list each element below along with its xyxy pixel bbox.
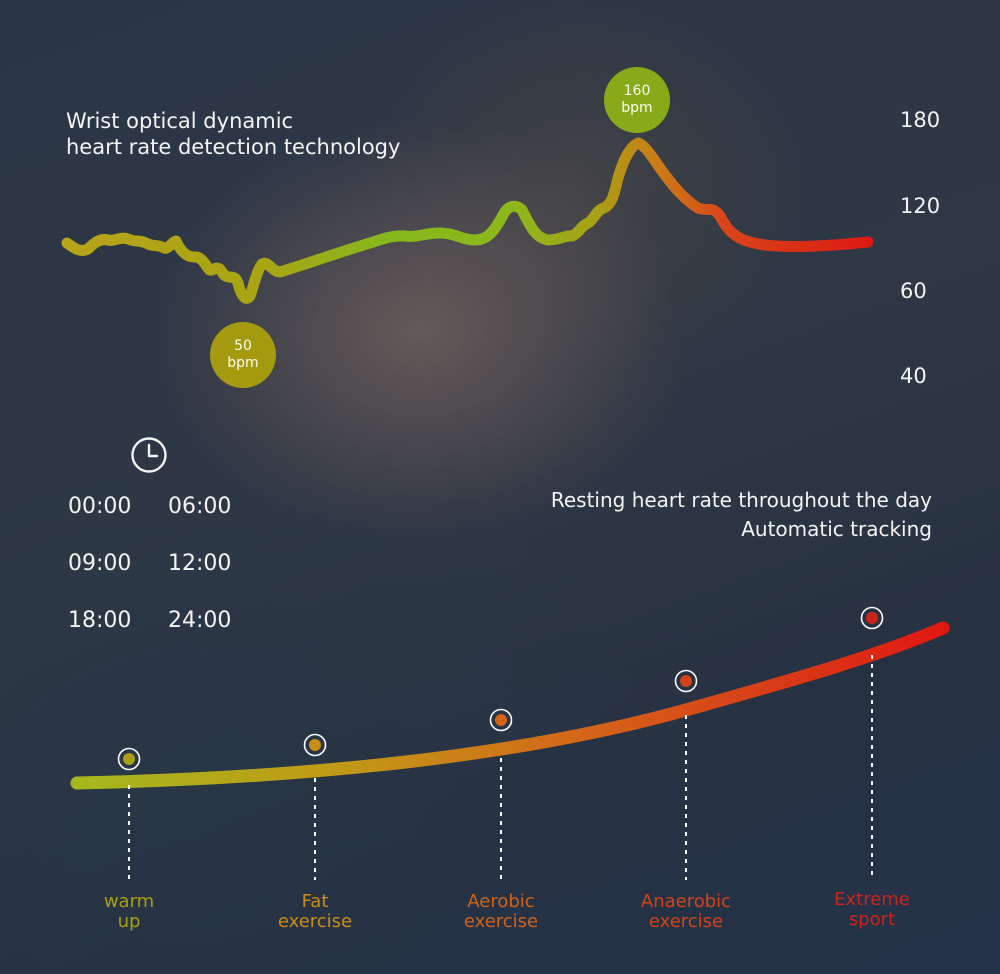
exercise-zone-curve [70, 606, 950, 880]
title-line-2: heart rate detection technology [66, 135, 401, 159]
max-badge-unit: bpm [621, 100, 653, 116]
time-slot: 18:00 [68, 608, 132, 633]
zone-label-extreme-sport: Extreme sport [792, 890, 952, 930]
zone-dot [680, 675, 692, 687]
clock-icon [131, 437, 167, 473]
y-tick-180: 180 [900, 108, 941, 132]
zone-ring [674, 669, 698, 693]
zone-label-aerobic-exercise: Aerobic exercise [421, 892, 581, 932]
resting-heart-rate-caption: Resting heart rate throughout the day Au… [551, 486, 932, 544]
zone-label-warm-up: warm up [49, 892, 209, 932]
time-slot: 12:00 [168, 551, 232, 576]
zone-label-line: Fat [301, 891, 329, 912]
zone-label-line: up [117, 911, 141, 932]
zone-ring [860, 606, 884, 630]
time-slot: 00:00 [68, 494, 132, 519]
time-slot: 09:00 [68, 551, 132, 576]
zone-label-fat-exercise: Fat exercise [235, 892, 395, 932]
heart-rate-waveform [61, 137, 874, 304]
zone-label-line: Extreme [834, 889, 910, 910]
zone-label-line: sport [848, 909, 896, 930]
zone-label-line: exercise [648, 911, 724, 932]
zone-marker-warm-up [117, 747, 141, 880]
chart-title: Wrist optical dynamic heart rate detecti… [66, 108, 400, 160]
zone-label-line: exercise [277, 911, 353, 932]
y-tick-120: 120 [900, 194, 941, 218]
zone-ring [303, 733, 327, 757]
zone-marker-aerobic-exercise [489, 708, 513, 880]
zone-ring [117, 747, 141, 771]
y-tick-40: 40 [900, 364, 927, 388]
zone-label-line: Aerobic [467, 891, 535, 912]
zone-label-anaerobic-exercise: Anaerobic exercise [606, 892, 766, 932]
resting-line-1: Resting heart rate throughout the day [550, 488, 932, 512]
zone-curve-line [70, 621, 950, 790]
title-line-1: Wrist optical dynamic [66, 109, 294, 133]
time-slot: 24:00 [168, 608, 232, 633]
zone-label-line: warm [103, 891, 155, 912]
zone-ring [489, 708, 513, 732]
zone-dot [495, 714, 507, 726]
min-badge-unit: bpm [227, 355, 259, 371]
zone-marker-fat-exercise [303, 733, 327, 880]
resting-line-2: Automatic tracking [741, 517, 932, 541]
min-heart-rate-badge: 50 bpm [210, 322, 276, 388]
heart-rate-line [61, 137, 874, 304]
y-tick-60: 60 [900, 279, 927, 303]
zone-marker-anaerobic-exercise [674, 669, 698, 880]
max-heart-rate-badge: 160 bpm [604, 67, 670, 133]
min-badge-value: 50 [234, 338, 252, 354]
zone-dot [866, 612, 878, 624]
zone-dot [309, 739, 321, 751]
zone-label-line: Anaerobic [640, 891, 732, 912]
zone-label-line: exercise [463, 911, 539, 932]
zone-dot [123, 753, 135, 765]
zone-marker-extreme-sport [860, 606, 884, 880]
time-slot: 06:00 [168, 494, 232, 519]
max-badge-value: 160 [623, 83, 651, 99]
